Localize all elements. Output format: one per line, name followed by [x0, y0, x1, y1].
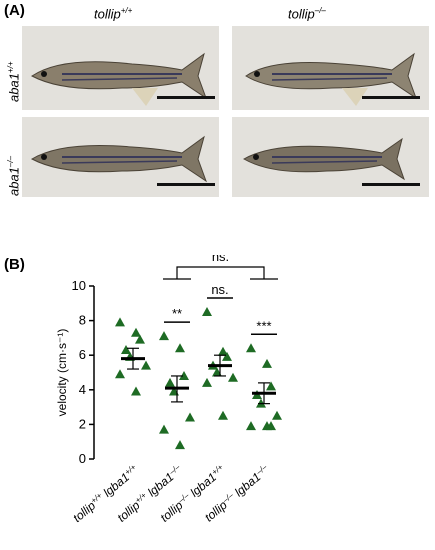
data-point	[159, 424, 169, 434]
data-point	[179, 370, 189, 380]
data-point	[218, 346, 228, 356]
data-point	[272, 410, 282, 420]
fish-photo-2	[232, 26, 429, 110]
y-tick-label: 6	[79, 347, 86, 362]
y-tick-label: 4	[79, 382, 86, 397]
data-point	[266, 421, 276, 431]
row-label-top: aba1+/+	[6, 62, 21, 103]
data-point	[165, 377, 175, 387]
data-point	[135, 334, 145, 344]
data-point	[218, 410, 228, 420]
fish-drawing-3	[30, 135, 215, 186]
column-label-mutant-sup: –/–	[314, 6, 326, 15]
data-point	[175, 440, 185, 450]
data-point	[228, 372, 238, 382]
data-point	[246, 421, 256, 431]
data-point	[185, 412, 195, 422]
data-point	[202, 377, 212, 387]
fish-drawing-2	[245, 52, 420, 106]
data-point	[202, 306, 212, 316]
column-label-wildtype-sup: +/+	[120, 6, 133, 15]
significance-label: ***	[256, 318, 271, 333]
row-label-bottom-sup: –/–	[6, 155, 15, 168]
comparison-bracket	[163, 266, 278, 280]
y-tick-label: 0	[79, 451, 86, 466]
data-point	[175, 343, 185, 353]
fish-photo-3	[22, 117, 219, 197]
fish-drawing-4	[242, 137, 420, 186]
data-point	[141, 360, 151, 370]
data-point	[262, 358, 272, 368]
data-point	[131, 327, 141, 337]
fish-photo-1	[22, 26, 219, 110]
y-tick-label: 8	[79, 313, 86, 328]
significance-label: ns.	[211, 282, 228, 297]
comparison-label: ns.	[212, 255, 229, 264]
row-label-top-sup: +/+	[6, 61, 15, 74]
row-label-top-text: aba1	[6, 73, 22, 102]
data-point	[131, 386, 141, 396]
data-point	[121, 345, 131, 355]
data-point	[115, 317, 125, 327]
row-label-bottom: aba1–/–	[6, 156, 21, 196]
panel-a-label: (A)	[4, 2, 25, 19]
row-label-bottom-text: aba1	[6, 167, 22, 196]
data-point	[222, 351, 232, 361]
fish-drawing-1	[31, 52, 215, 106]
significance-label: **	[172, 306, 182, 321]
fish-photo-4	[232, 117, 429, 197]
data-point	[159, 331, 169, 341]
data-point	[246, 343, 256, 353]
panel-b-label: (B)	[4, 256, 25, 273]
data-point	[115, 369, 125, 379]
column-label-mutant: tollip–/–	[288, 6, 326, 21]
y-tick-label: 10	[72, 278, 86, 293]
y-tick-label: 2	[79, 416, 86, 431]
column-label-mutant-text: tollip	[288, 6, 315, 22]
data-point	[266, 381, 276, 391]
column-label-wildtype-text: tollip	[94, 6, 121, 22]
y-axis-title: velocity (cm·s⁻¹)	[55, 329, 69, 417]
column-label-wildtype: tollip+/+	[94, 6, 132, 21]
